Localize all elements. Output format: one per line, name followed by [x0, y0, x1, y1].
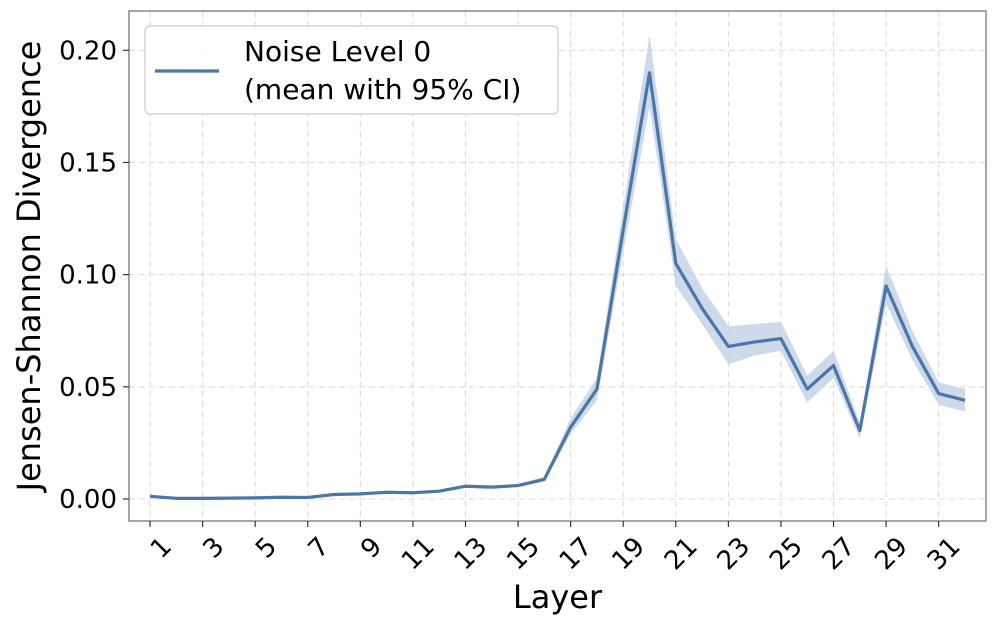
- x-tick-label: 5: [250, 532, 283, 565]
- x-tick-label: 3: [198, 532, 231, 565]
- x-tick-label: 21: [659, 532, 704, 577]
- x-tick-label: 11: [396, 532, 441, 577]
- x-tick-label: 1: [145, 532, 178, 565]
- y-axis-label: Jensen-Shannon Divergence: [10, 41, 48, 494]
- x-tick-label: 7: [303, 532, 336, 565]
- x-tick-label: 27: [817, 532, 862, 577]
- legend: Noise Level 0 (mean with 95% CI): [144, 25, 559, 115]
- x-tick-label: 13: [449, 532, 494, 577]
- x-tick-label: 19: [606, 532, 651, 577]
- legend-entry-label: (mean with 95% CI): [244, 73, 521, 106]
- y-tick-label: 0.00: [59, 485, 117, 515]
- y-tick-label: 0.05: [59, 373, 117, 403]
- x-tick-label: 9: [355, 532, 388, 565]
- y-tick-label: 0.15: [59, 148, 117, 178]
- legend-entry-label: Noise Level 0: [244, 35, 431, 68]
- y-tick-label: 0.10: [59, 261, 117, 291]
- x-tick-label: 17: [554, 532, 599, 577]
- x-axis-label: Layer: [513, 578, 603, 616]
- x-tick-label: 29: [869, 532, 914, 577]
- y-axis-ticks: 0.00 0.05 0.10 0.15 0.20: [59, 36, 129, 515]
- plot-frame: [128, 10, 987, 522]
- y-tick-label: 0.20: [59, 36, 117, 66]
- legend-box: [144, 25, 559, 115]
- x-tick-label: 15: [501, 532, 546, 577]
- x-tick-label: 25: [764, 532, 809, 577]
- x-tick-label: 31: [922, 532, 967, 577]
- x-tick-label: 23: [712, 532, 757, 577]
- series-line: [149, 71, 966, 500]
- x-axis-ticks: 1 3 5 7 9 11 13 15 17 19 21 23 25 27 29 31: [145, 521, 967, 576]
